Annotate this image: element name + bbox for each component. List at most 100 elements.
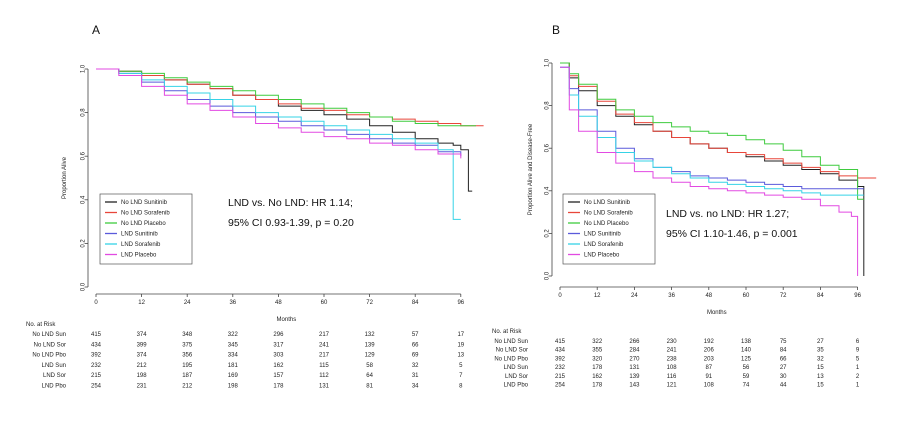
- risk-value: 392: [91, 353, 102, 359]
- y-tick-label: 1.0: [545, 58, 551, 67]
- risk-value: 112: [319, 373, 329, 379]
- risk-value: 9: [856, 348, 860, 354]
- risk-value: 138: [741, 339, 752, 345]
- x-tick-label: 72: [366, 300, 373, 306]
- risk-value: 434: [555, 348, 566, 354]
- risk-value: 270: [629, 356, 640, 362]
- risk-value: 178: [273, 384, 284, 390]
- panel-a: A 0.0 0.2 0.4 0.6 0.8 1.0 Proportion Alive 0 12 24…: [26, 23, 484, 390]
- risk-value: 108: [704, 383, 715, 389]
- risk-value: 157: [273, 373, 284, 379]
- risk-value: 59: [743, 374, 750, 380]
- risk-value: 66: [780, 356, 787, 362]
- risk-value: 32: [817, 356, 824, 362]
- risk-value: 178: [592, 365, 603, 371]
- risk-row-label: No LND Sun: [32, 332, 66, 338]
- risk-value: 215: [555, 374, 566, 380]
- legend-box: [99, 193, 193, 265]
- km-curve: [96, 68, 476, 127]
- risk-value: 56: [743, 365, 750, 371]
- y-axis-label: Proportion Alive and Disease-Free: [528, 123, 534, 215]
- y-tick-label: 0.2: [81, 239, 87, 248]
- legend-entry: LND Sorafenib: [584, 242, 624, 248]
- risk-table-header: No. at Risk: [492, 329, 522, 335]
- risk-value: 131: [319, 384, 330, 390]
- risk-value: 27: [780, 365, 787, 371]
- y-axis-label: Proportion Alive: [62, 156, 68, 199]
- risk-value: 35: [817, 348, 824, 354]
- risk-value: 392: [555, 356, 566, 362]
- risk-value: 241: [667, 348, 678, 354]
- km-curve: [96, 68, 461, 220]
- x-axis-label: Months: [277, 317, 297, 323]
- risk-value: 121: [667, 383, 678, 389]
- x-tick-label: 60: [321, 300, 328, 306]
- risk-row-label: LND Sun: [42, 363, 66, 369]
- legend-entry: No LND Sunitinib: [584, 200, 631, 206]
- x-tick-label: 84: [412, 300, 419, 306]
- legend-entry: No LND Placebo: [121, 221, 166, 227]
- x-tick-label: 96: [457, 300, 464, 306]
- x-tick-label: 60: [743, 293, 750, 299]
- risk-value: 374: [137, 353, 148, 359]
- risk-value: 1: [856, 383, 860, 389]
- risk-value: 129: [365, 353, 376, 359]
- hr-annotation: 95% CI 0.93-1.39, p = 0.20: [228, 217, 354, 229]
- legend-box: [562, 193, 656, 265]
- risk-value: 355: [592, 348, 603, 354]
- y-tick-label: 0.2: [545, 229, 551, 238]
- risk-value: 13: [457, 353, 464, 359]
- risk-value: 31: [412, 373, 419, 379]
- y-tick-label: 0.8: [81, 108, 87, 117]
- legend-entry: No LND Sorafenib: [584, 211, 633, 217]
- risk-value: 87: [705, 365, 712, 371]
- x-tick-label: 12: [594, 293, 601, 299]
- panel-b: B 0.0 0.2 0.4 0.6 0.8 1.0 Proportion Alive and …: [492, 23, 877, 389]
- risk-value: 181: [228, 363, 239, 369]
- risk-row-label: LND Pbo: [42, 384, 67, 390]
- risk-value: 192: [704, 339, 715, 345]
- risk-value: 5: [856, 356, 860, 362]
- risk-value: 254: [555, 383, 566, 389]
- x-tick-label: 48: [275, 300, 282, 306]
- risk-value: 230: [667, 339, 678, 345]
- risk-value: 348: [182, 332, 193, 338]
- risk-value: 57: [412, 332, 419, 338]
- risk-row-label: No LND Sor: [34, 342, 66, 348]
- legend-entry: LND Sunitinib: [121, 232, 158, 238]
- risk-value: 162: [592, 374, 603, 380]
- risk-value: 17: [457, 332, 464, 338]
- risk-value: 8: [459, 384, 463, 390]
- km-curve: [560, 66, 859, 276]
- risk-value: 334: [228, 353, 239, 359]
- risk-row-label: No LND Sun: [494, 339, 528, 345]
- risk-value: 217: [319, 353, 330, 359]
- risk-value: 212: [137, 363, 148, 369]
- risk-value: 143: [629, 383, 640, 389]
- risk-row-label: LND Sor: [43, 373, 66, 379]
- risk-row-label: LND Sor: [505, 374, 528, 380]
- km-curve: [560, 66, 864, 190]
- risk-value: 34: [412, 384, 419, 390]
- hr-annotation: LND vs. no LND: HR 1.27;: [666, 208, 789, 220]
- panel-letter: B: [552, 23, 560, 37]
- legend-entry: LND Placebo: [584, 253, 620, 259]
- risk-value: 374: [137, 332, 148, 338]
- x-tick-label: 96: [854, 293, 861, 299]
- km-curve: [560, 66, 864, 196]
- risk-value: 320: [592, 356, 603, 362]
- risk-value: 345: [228, 342, 239, 348]
- risk-value: 5: [459, 363, 463, 369]
- risk-value: 215: [91, 373, 102, 379]
- risk-row-label: No LND Pbo: [32, 353, 66, 359]
- risk-value: 169: [228, 373, 239, 379]
- x-tick-label: 0: [94, 300, 98, 306]
- risk-value: 303: [273, 353, 284, 359]
- risk-value: 13: [817, 374, 824, 380]
- risk-value: 162: [273, 363, 284, 369]
- risk-value: 296: [273, 332, 284, 338]
- risk-value: 140: [741, 348, 752, 354]
- x-tick-label: 0: [558, 293, 562, 299]
